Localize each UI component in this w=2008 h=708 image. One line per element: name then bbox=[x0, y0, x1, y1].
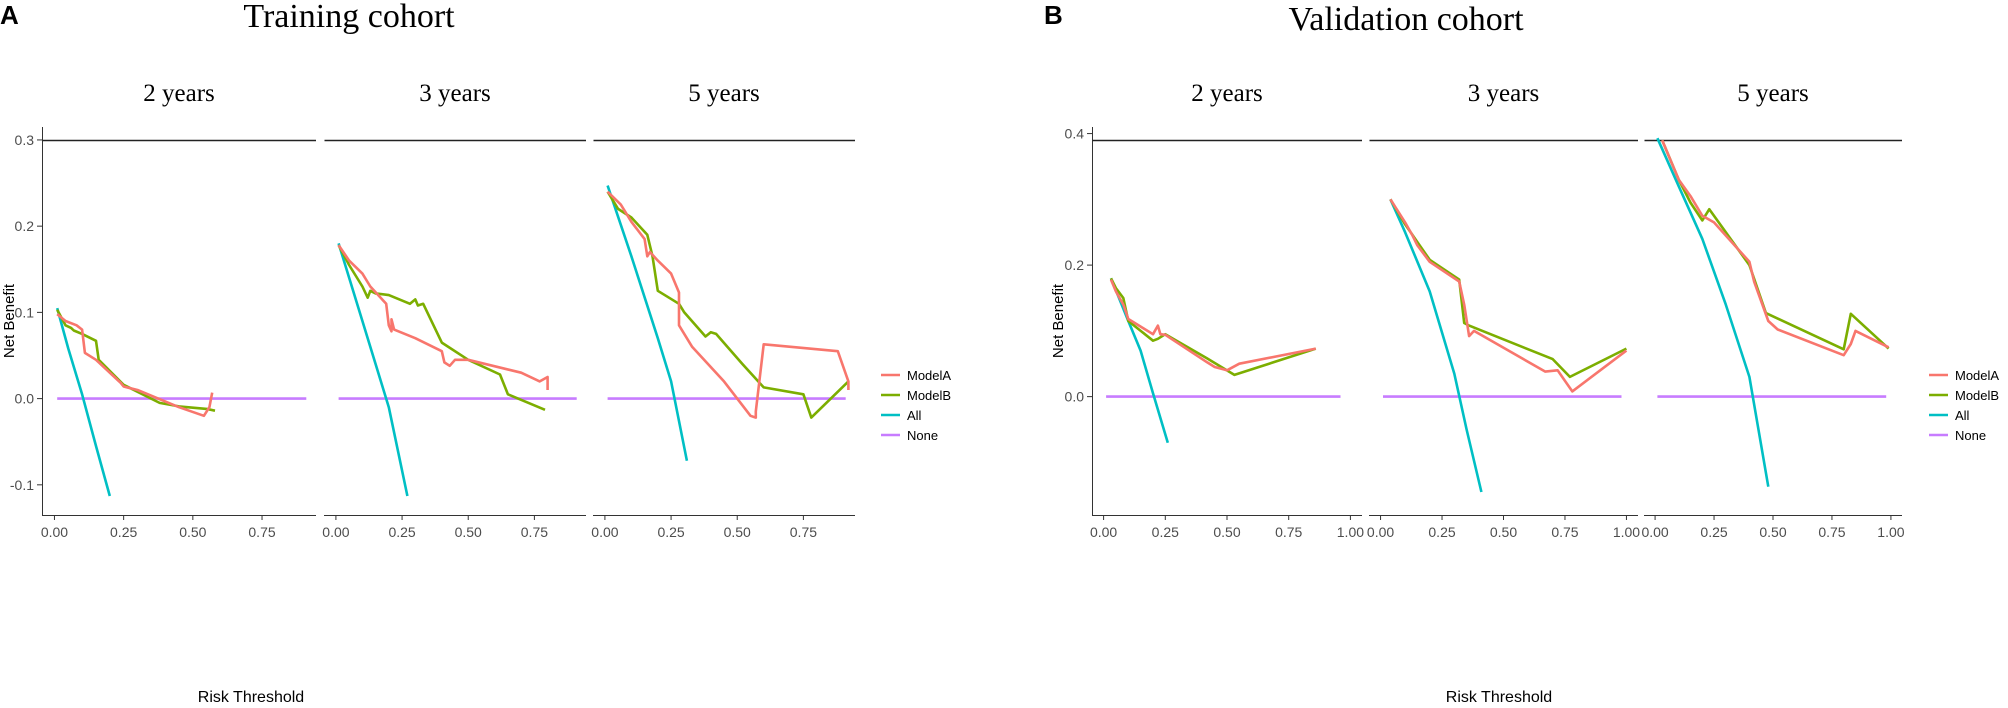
series-line-modela bbox=[56, 313, 214, 418]
series-line-all bbox=[1389, 198, 1483, 493]
y-tick-label: 0.2 bbox=[1065, 257, 1085, 273]
legend-label: All bbox=[1955, 408, 1970, 423]
x-tick-label: 0.25 bbox=[1428, 524, 1455, 540]
legend-label: ModelA bbox=[1955, 368, 1999, 383]
x-tick-label: 0.25 bbox=[1700, 524, 1727, 540]
x-tick-label: 0.00 bbox=[1367, 524, 1394, 540]
y-tick-label: 0.0 bbox=[1065, 389, 1085, 405]
y-tick-label: 0.2 bbox=[15, 218, 35, 234]
y-tick-label: -0.1 bbox=[10, 477, 34, 493]
facet-strip-label: 2 years bbox=[1191, 80, 1263, 107]
x-tick-label: 0.75 bbox=[248, 524, 275, 540]
x-tick-label: 0.50 bbox=[724, 524, 751, 540]
legend: ModelA ModelB All None bbox=[1929, 368, 1999, 443]
series-line-all bbox=[1109, 277, 1170, 444]
x-tick-label: 0.50 bbox=[179, 524, 206, 540]
x-axis-label: Risk Threshold bbox=[1446, 689, 1552, 706]
x-tick-label: 0.00 bbox=[591, 524, 618, 540]
x-tick-label: 0.25 bbox=[657, 524, 684, 540]
panel-label: B bbox=[1044, 0, 1063, 30]
facet-strip-label: 5 years bbox=[1737, 80, 1809, 107]
series-line-all bbox=[55, 307, 112, 497]
y-axis-label: Net Benefit bbox=[1, 283, 18, 358]
x-tick-label: 0.75 bbox=[1818, 524, 1845, 540]
facet-strip-label: 3 years bbox=[1468, 80, 1540, 107]
series-line-modela bbox=[337, 244, 549, 390]
chart-panel-a: A Training cohort -0.1 0.0 0.1 0.2 0.3 Net Bene… bbox=[0, 0, 951, 706]
series-line-modela bbox=[1389, 198, 1628, 393]
facet-strip-label: 5 years bbox=[688, 80, 760, 107]
series-line-modela bbox=[1109, 279, 1317, 372]
x-tick-label: 0.25 bbox=[110, 524, 137, 540]
x-axis-label: Risk Threshold bbox=[198, 689, 304, 706]
facet-5-years: 5 years 0.00 0.25 0.50 0.75 bbox=[591, 80, 855, 540]
series-line-modelb bbox=[56, 309, 216, 412]
chart-title: Training cohort bbox=[243, 0, 455, 35]
x-tick-label: 0.50 bbox=[1759, 524, 1786, 540]
x-tick-label: 0.50 bbox=[1490, 524, 1517, 540]
panel-label: A bbox=[0, 0, 19, 30]
y-tick-label: 0.3 bbox=[15, 132, 35, 148]
x-tick-label: 1.00 bbox=[1877, 524, 1904, 540]
series-line-modelb bbox=[1109, 277, 1317, 377]
facet-3-years: 3 years 0.00 0.25 0.50 0.75 bbox=[322, 80, 586, 540]
x-tick-label: 0.50 bbox=[455, 524, 482, 540]
y-axis-label: Net Benefit bbox=[1050, 283, 1067, 358]
x-tick-label: 0.00 bbox=[1641, 524, 1668, 540]
legend-label: None bbox=[907, 428, 938, 443]
legend-label: ModelA bbox=[907, 368, 951, 383]
series-line-modela bbox=[606, 190, 850, 419]
x-tick-label: 0.00 bbox=[322, 524, 349, 540]
legend: ModelA ModelB All None bbox=[881, 368, 951, 443]
series-line-modela bbox=[1661, 139, 1890, 357]
x-tick-label: 0.75 bbox=[1551, 524, 1578, 540]
x-tick-label: 0.00 bbox=[1090, 524, 1117, 540]
series-line-modelb bbox=[1661, 139, 1890, 351]
legend-label: ModelB bbox=[1955, 388, 1999, 403]
series-line-all bbox=[606, 185, 689, 461]
legend-label: All bbox=[907, 408, 922, 423]
series-line-all bbox=[1656, 137, 1770, 487]
series-line-all bbox=[337, 243, 409, 497]
series-line-modelb bbox=[606, 191, 850, 419]
chart-panel-b: B Validation cohort 0.0 0.2 0.4 Net Benefit 2 … bbox=[1044, 0, 1999, 706]
facet-2-years: 2 years 0.00 0.25 0.50 0.75 1.00 bbox=[1090, 80, 1364, 540]
x-tick-label: 0.50 bbox=[1213, 524, 1240, 540]
x-tick-label: 0.25 bbox=[388, 524, 415, 540]
facet-strip-label: 3 years bbox=[419, 80, 491, 107]
facet-strip-label: 2 years bbox=[143, 80, 215, 107]
y-tick-label: 0.4 bbox=[1065, 126, 1085, 142]
x-tick-label: 0.75 bbox=[790, 524, 817, 540]
legend-label: None bbox=[1955, 428, 1986, 443]
x-tick-label: 0.75 bbox=[521, 524, 548, 540]
x-tick-label: 0.75 bbox=[1275, 524, 1302, 540]
series-line-modelb bbox=[337, 244, 546, 411]
x-tick-label: 1.00 bbox=[1337, 524, 1364, 540]
y-tick-label: 0.1 bbox=[15, 304, 35, 320]
legend-label: ModelB bbox=[907, 388, 951, 403]
x-tick-label: 1.00 bbox=[1613, 524, 1640, 540]
y-tick-label: 0.0 bbox=[15, 391, 35, 407]
facet-2-years: 2 years 0.00 0.25 0.50 0.75 bbox=[41, 80, 316, 540]
facet-5-years: 5 years 0.00 0.25 0.50 0.75 1.00 bbox=[1641, 80, 1904, 540]
x-tick-label: 0.00 bbox=[41, 524, 68, 540]
facet-3-years: 3 years 0.00 0.25 0.50 0.75 1.00 bbox=[1367, 80, 1640, 540]
x-tick-label: 0.25 bbox=[1152, 524, 1179, 540]
chart-title: Validation cohort bbox=[1288, 1, 1524, 38]
